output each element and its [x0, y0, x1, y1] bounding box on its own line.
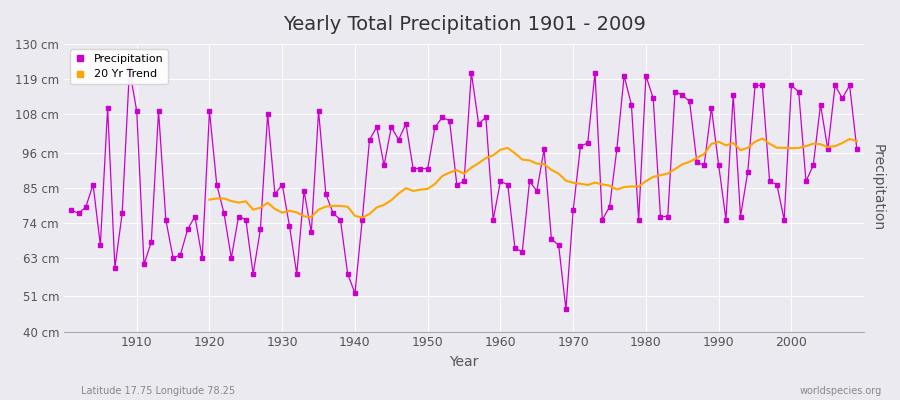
Text: Latitude 17.75 Longitude 78.25: Latitude 17.75 Longitude 78.25: [81, 386, 235, 396]
Text: worldspecies.org: worldspecies.org: [800, 386, 882, 396]
Legend: Precipitation, 20 Yr Trend: Precipitation, 20 Yr Trend: [69, 50, 168, 84]
Y-axis label: Precipitation: Precipitation: [871, 144, 885, 231]
X-axis label: Year: Year: [449, 355, 479, 369]
Title: Yearly Total Precipitation 1901 - 2009: Yearly Total Precipitation 1901 - 2009: [283, 15, 645, 34]
